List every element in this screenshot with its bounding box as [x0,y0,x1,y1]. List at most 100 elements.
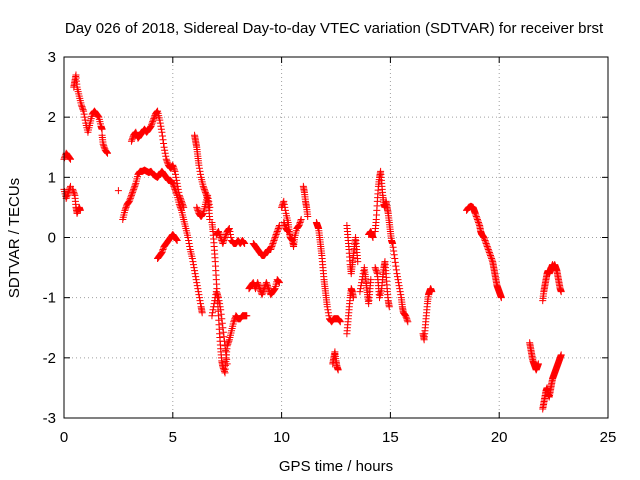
data-point [474,217,482,225]
data-point [172,235,180,243]
y-axis-label: SDTVAR / TECUs [6,178,23,298]
data-point [219,238,227,246]
data-point [482,238,490,246]
data-point [126,196,134,204]
y-tick-labels: -3 -2 -1 0 1 2 3 [43,49,56,427]
data-point [94,112,102,120]
data-point [204,194,212,202]
data-point [394,276,402,284]
data-point [177,196,185,204]
data-point [153,108,161,116]
data-point [99,140,107,148]
data-point [70,190,78,198]
data-point [163,157,171,165]
data-point [194,288,202,296]
x-axis-label: GPS time / hours [279,458,393,475]
data-point [275,223,283,231]
data-point [173,179,181,187]
data-point [221,234,229,241]
data-point [220,235,228,243]
data-point [216,300,224,308]
data-point [158,247,166,255]
data-point [161,149,169,157]
data-point [392,266,400,274]
data-point [349,294,357,302]
data-point [324,309,332,317]
data-point [205,200,213,208]
data-point [404,318,412,326]
data-point [262,279,270,287]
data-point [395,282,403,290]
data-point [354,258,362,266]
data-point [230,318,238,326]
data-point [267,244,275,252]
data-point [159,246,167,254]
data-point [198,309,206,317]
data-point [324,306,332,314]
data-point [148,121,156,129]
data-point [267,246,275,254]
data-point [195,164,203,172]
data-point [226,227,234,235]
data-point [158,249,166,257]
data-point [214,294,222,302]
data-point [220,337,228,345]
data-point [265,285,273,293]
data-point [213,291,221,299]
data-point [385,303,393,311]
data-point [281,206,289,214]
data-point [131,181,139,189]
data-point [127,193,135,201]
data-point [222,232,230,240]
data-point [157,122,165,130]
data-point [221,342,229,350]
data-point [240,239,248,247]
data-point [127,137,135,145]
data-point [169,163,177,171]
data-point [162,152,170,160]
data-point [208,312,216,320]
data-point [124,199,132,207]
data-point [275,279,283,287]
data-point [391,258,399,266]
data-point [129,187,137,195]
x-tick-label: 15 [382,429,399,446]
data-point [129,188,137,196]
data-point [223,355,231,363]
data-point [497,294,505,302]
data-point [393,273,401,281]
data-point [220,237,228,245]
data-point [254,280,262,288]
data-point [192,276,200,284]
data-point [214,227,222,235]
data-point [487,253,495,261]
data-point [126,194,134,202]
data-point [488,255,496,263]
data-point [160,139,168,147]
data-point [225,224,233,232]
data-point [482,240,490,248]
data-point [284,227,292,235]
data-point [69,185,77,193]
data-point [304,212,312,220]
data-point [220,333,228,341]
data-point [171,167,179,175]
data-point [146,124,154,132]
data-point [273,227,281,235]
data-point [269,240,277,248]
data-point [296,220,304,228]
data-point [199,210,207,218]
data-point [296,218,304,226]
data-point [197,170,205,178]
data-point [480,234,488,241]
data-point [215,297,223,305]
data-point [227,234,235,241]
data-point [100,143,108,151]
data-point [486,252,494,260]
data-point [189,261,197,269]
data-point [484,246,492,254]
data-point [80,107,88,115]
data-point [66,155,74,163]
data-point [488,256,496,264]
